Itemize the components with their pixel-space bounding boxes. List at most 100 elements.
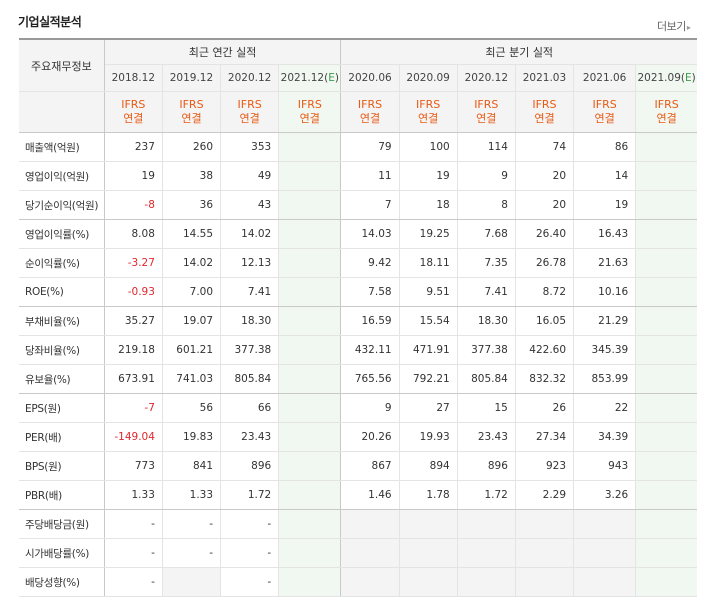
data-cell: 16.43 xyxy=(573,219,637,249)
data-cell: 26.78 xyxy=(515,248,575,278)
data-cell: 27 xyxy=(399,393,458,423)
period-close: ) xyxy=(334,72,339,84)
row-label: 부채비율(%) xyxy=(19,306,105,336)
data-cell xyxy=(340,509,400,539)
basis-consolidated: 연결 xyxy=(594,112,615,125)
basis-row: IFRS 연결 IFRS 연결 IFRS 연결 IFRS 연결 IFRS 연결 IFRS 연결 IFRS… xyxy=(19,91,697,133)
data-cell: 19.83 xyxy=(162,422,222,452)
data-cell xyxy=(573,538,637,568)
more-link[interactable]: 더보기▸ xyxy=(657,18,691,34)
period-date: 2021.12( xyxy=(280,72,329,84)
data-cell: 16.05 xyxy=(515,306,575,336)
data-cell: 20.26 xyxy=(340,422,400,452)
row-label: 배당성향(%) xyxy=(19,567,105,597)
data-cell: 1.72 xyxy=(220,480,280,510)
period-date: 2018.12 xyxy=(111,72,156,84)
data-cell: 20 xyxy=(515,161,575,191)
basis-ifrs: IFRS xyxy=(121,98,146,111)
data-cell xyxy=(340,567,400,597)
basis-ifrs: IFRS xyxy=(654,98,679,111)
data-cell xyxy=(515,509,575,539)
basis-cell: IFRS 연결 xyxy=(515,91,575,133)
data-cell: 56 xyxy=(162,393,222,423)
data-cell: 896 xyxy=(457,451,516,481)
data-cell xyxy=(635,393,697,423)
period-header: 2020.06 xyxy=(340,64,400,92)
period-date: 2021.06 xyxy=(582,72,627,84)
basis-ifrs: IFRS xyxy=(297,98,322,111)
data-cell: 21.29 xyxy=(573,306,637,336)
data-cell: 1.78 xyxy=(399,480,458,510)
table-row: EPS(원) -7 56 66 9 27 15 26 22 xyxy=(19,393,697,423)
data-cell: 867 xyxy=(340,451,400,481)
period-header: 2020.12 xyxy=(220,64,280,92)
period-header: 2020.12 xyxy=(457,64,516,92)
data-cell xyxy=(635,335,697,365)
period-header: 2018.12 xyxy=(104,64,163,92)
row-header-label: 주요재무정보 xyxy=(19,38,105,92)
period-date: 2021.03 xyxy=(522,72,567,84)
period-date: 2020.09 xyxy=(406,72,450,84)
data-cell: 22 xyxy=(573,393,637,423)
data-cell xyxy=(278,335,342,365)
row-label: 영업이익률(%) xyxy=(19,219,105,249)
data-cell: 19.07 xyxy=(162,306,222,336)
data-cell: 14.02 xyxy=(220,219,280,249)
data-cell xyxy=(278,480,342,510)
data-cell: 36 xyxy=(162,190,222,220)
data-cell xyxy=(278,248,342,278)
data-cell: 792.21 xyxy=(399,364,458,394)
data-cell: 19.93 xyxy=(399,422,458,452)
data-cell: - xyxy=(220,538,280,568)
period-date: 2020.12 xyxy=(227,72,272,84)
data-cell: 773 xyxy=(104,451,163,481)
period-date: 2020.06 xyxy=(348,72,392,84)
data-cell: 9 xyxy=(457,161,516,191)
data-cell: 19.25 xyxy=(399,219,458,249)
table-row: 부채비율(%) 35.27 19.07 18.30 16.59 15.54 18.30 16.… xyxy=(19,306,697,336)
data-cell: 15 xyxy=(457,393,516,423)
data-cell: 8.72 xyxy=(515,277,575,307)
data-cell xyxy=(635,306,697,336)
data-cell: 471.91 xyxy=(399,335,458,365)
data-cell: 18.30 xyxy=(220,306,280,336)
row-label: 당좌비율(%) xyxy=(19,335,105,365)
data-cell: 49 xyxy=(220,161,280,191)
data-cell: 18.30 xyxy=(457,306,516,336)
data-cell xyxy=(162,567,222,597)
data-cell: 12.13 xyxy=(220,248,280,278)
period-date: 2019.12 xyxy=(169,72,214,84)
data-cell: 19 xyxy=(104,161,163,191)
basis-consolidated: 연결 xyxy=(181,112,202,125)
basis-consolidated: 연결 xyxy=(656,112,677,125)
basis-cell: IFRS 연결 xyxy=(278,91,342,133)
basis-ifrs: IFRS xyxy=(416,98,441,111)
data-cell: - xyxy=(104,567,163,597)
data-cell: 16.59 xyxy=(340,306,400,336)
row-label: 시가배당률(%) xyxy=(19,538,105,568)
basis-cell: IFRS 연결 xyxy=(104,91,163,133)
table-body: 매출액(억원) 237 260 353 79 100 114 74 86 영업이익(억원) 19 38… xyxy=(19,132,697,597)
table-row: 주당배당금(원) - - - xyxy=(19,509,697,539)
data-cell: 66 xyxy=(220,393,280,423)
estimate-mark: E xyxy=(328,72,335,84)
data-cell: 8 xyxy=(457,190,516,220)
table-row: ROE(%) -0.93 7.00 7.41 7.58 9.51 7.41 8.72 10.16 xyxy=(19,277,697,307)
data-cell: 237 xyxy=(104,132,163,162)
table-row: 영업이익(억원) 19 38 49 11 19 9 20 14 xyxy=(19,161,697,191)
data-cell xyxy=(635,538,697,568)
data-cell: - xyxy=(220,567,280,597)
row-label: PER(배) xyxy=(19,422,105,452)
data-cell xyxy=(278,393,342,423)
data-cell xyxy=(278,364,342,394)
data-cell: 1.72 xyxy=(457,480,516,510)
data-cell: -3.27 xyxy=(104,248,163,278)
data-cell: 3.26 xyxy=(573,480,637,510)
data-cell xyxy=(278,306,342,336)
data-cell xyxy=(278,509,342,539)
data-cell: 35.27 xyxy=(104,306,163,336)
data-cell xyxy=(278,422,342,452)
basis-consolidated: 연결 xyxy=(476,112,497,125)
data-cell: 21.63 xyxy=(573,248,637,278)
financial-summary-table: 주요재무정보 최근 연간 실적 최근 분기 실적 2018.12 2019.12 2… xyxy=(19,38,697,597)
